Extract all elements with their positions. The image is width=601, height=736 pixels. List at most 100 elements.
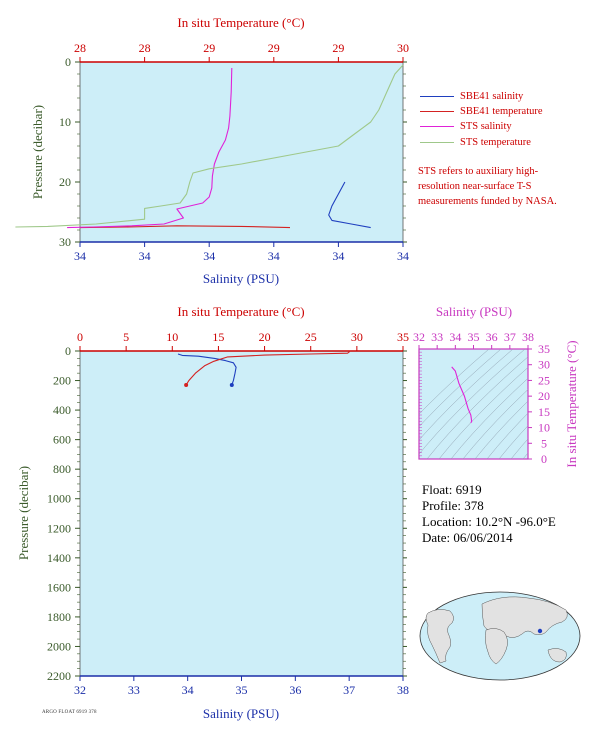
ts-top-tick-label: 34 <box>449 330 461 344</box>
ts-curve <box>451 366 473 424</box>
density-contour <box>522 452 528 459</box>
bottom-tick-label: 34 <box>139 249 151 263</box>
bottom-tick-label: 34 <box>74 249 86 263</box>
bottom-pressure-ticks: 0 200 400 600 800 1000 1200 1400 1600 1800 2000 220… <box>47 344 80 683</box>
ts-top-tick-label: 32 <box>413 330 425 344</box>
ts-top-tick-label: 35 <box>468 330 480 344</box>
pressure-tick-label: 2200 <box>47 669 71 683</box>
sts-temperature-line <box>15 64 404 228</box>
ts-right-tick-label: 20 <box>538 389 550 403</box>
bottom-tick-label: 37 <box>343 683 355 697</box>
top-tick-label: 30 <box>351 330 363 344</box>
density-contour <box>474 400 528 459</box>
top-tick-label: 29 <box>203 41 215 55</box>
bottom-right-ticks <box>403 350 407 677</box>
top-tick-label: 15 <box>212 330 224 344</box>
top-tick-label: 30 <box>397 41 409 55</box>
bottom-temperature-ticks: 0 5 10 15 20 25 30 35 <box>77 330 409 351</box>
map-landmass-australia <box>547 648 567 663</box>
map-landmass-africa <box>485 628 508 665</box>
legend-item: SBE41 temperature <box>418 104 543 119</box>
density-contour <box>450 377 528 459</box>
pressure-tick-label: 1400 <box>47 551 71 565</box>
density-contour <box>426 356 528 459</box>
pressure-tick-label: 0 <box>65 344 71 358</box>
legend-swatch <box>420 126 454 128</box>
location: Location: 10.2°N -96.0°E <box>422 514 556 529</box>
bottom-plot-area <box>79 350 404 677</box>
profile-number: Profile: 378 <box>422 498 484 513</box>
density-contour <box>419 349 502 428</box>
density-contour <box>498 425 528 459</box>
bottom-tick-label: 34 <box>268 249 280 263</box>
sts-salinity-line <box>67 67 233 229</box>
top-pressure-ticks: 0 10 20 30 <box>59 55 80 249</box>
legend-swatch <box>420 111 454 113</box>
world-map-inset <box>419 591 581 681</box>
density-contour <box>510 438 528 459</box>
float-number: Float: 6919 <box>422 482 482 497</box>
top-panel-salinity-label: Salinity (PSU) <box>203 271 279 286</box>
ts-right-tick-label: 30 <box>538 358 550 372</box>
series-end-marker <box>184 382 189 387</box>
top-series-group <box>15 64 404 229</box>
ts-right-tick-label: 0 <box>541 452 547 466</box>
bottom-tick-label: 32 <box>74 683 86 697</box>
density-contour <box>462 389 528 459</box>
top-tick-label: 28 <box>74 41 86 55</box>
pressure-tick-label: 600 <box>53 433 71 447</box>
legend-item: STS salinity <box>418 119 543 134</box>
bottom-tick-label: 34 <box>397 249 409 263</box>
ts-temperature-label: In situ Temperature (°C) <box>564 340 579 467</box>
top-tick-label: 28 <box>139 41 151 55</box>
bottom-panel-temperature-label: In situ Temperature (°C) <box>177 304 304 319</box>
pressure-tick-label: 200 <box>53 374 71 388</box>
top-panel-pressure-label: Pressure (decibar) <box>30 105 45 199</box>
legend-label: SBE41 salinity <box>460 91 524 102</box>
density-contour <box>486 412 528 459</box>
ts-right-tick-label: 5 <box>541 436 547 450</box>
pressure-tick-label: 10 <box>59 115 71 129</box>
density-contour <box>419 349 526 455</box>
top-panel-temperature-label: In situ Temperature (°C) <box>177 15 304 30</box>
density-contour <box>419 349 490 415</box>
legend-label: SBE41 temperature <box>460 106 543 118</box>
bottom-series-group <box>177 350 351 387</box>
bottom-tick-label: 34 <box>332 249 344 263</box>
sbe41-temperature-line <box>185 350 351 386</box>
legend-swatch <box>420 96 454 97</box>
footer-caption: ARGO FLOAT 6919 378 <box>42 710 97 715</box>
top-profile-panel: 28 28 29 29 29 30 34 34 34 34 34 34 0 10 20 30 In sit… <box>15 15 409 286</box>
ts-right-tick-label: 10 <box>538 421 550 435</box>
ts-right-tick-label: 15 <box>538 405 550 419</box>
pressure-tick-label: 400 <box>53 403 71 417</box>
top-tick-label: 0 <box>77 330 83 344</box>
top-salinity-ticks: 34 34 34 34 34 34 <box>74 242 409 263</box>
ts-series-group <box>451 366 473 424</box>
ts-salinity-label: Salinity (PSU) <box>436 304 512 319</box>
ts-plot-area <box>418 348 529 460</box>
pressure-tick-label: 2000 <box>47 639 71 653</box>
top-tick-label: 20 <box>259 330 271 344</box>
ts-top-tick-label: 37 <box>504 330 516 344</box>
pressure-tick-label: 1800 <box>47 610 71 624</box>
top-right-ticks <box>403 61 407 243</box>
top-tick-label: 10 <box>166 330 178 344</box>
density-contour <box>419 349 514 441</box>
pressure-tick-label: 800 <box>53 462 71 476</box>
legend: SBE41 salinity SBE41 temperature STS salin… <box>418 89 543 150</box>
float-info: Float: 6919 Profile: 378 Location: 10.2°… <box>422 482 556 546</box>
ts-density-contours <box>419 349 528 459</box>
bottom-tick-label: 35 <box>236 683 248 697</box>
pressure-tick-label: 1000 <box>47 492 71 506</box>
pressure-tick-label: 0 <box>65 55 71 69</box>
bottom-panel-pressure-label: Pressure (decibar) <box>16 466 31 560</box>
bottom-tick-label: 34 <box>203 249 215 263</box>
float-location-marker <box>537 628 543 634</box>
legend-swatch <box>420 141 454 143</box>
ts-salinity-ticks: 32 33 34 35 36 37 38 <box>413 330 534 349</box>
pressure-tick-label: 20 <box>59 175 71 189</box>
legend-label: STS temperature <box>460 136 531 148</box>
